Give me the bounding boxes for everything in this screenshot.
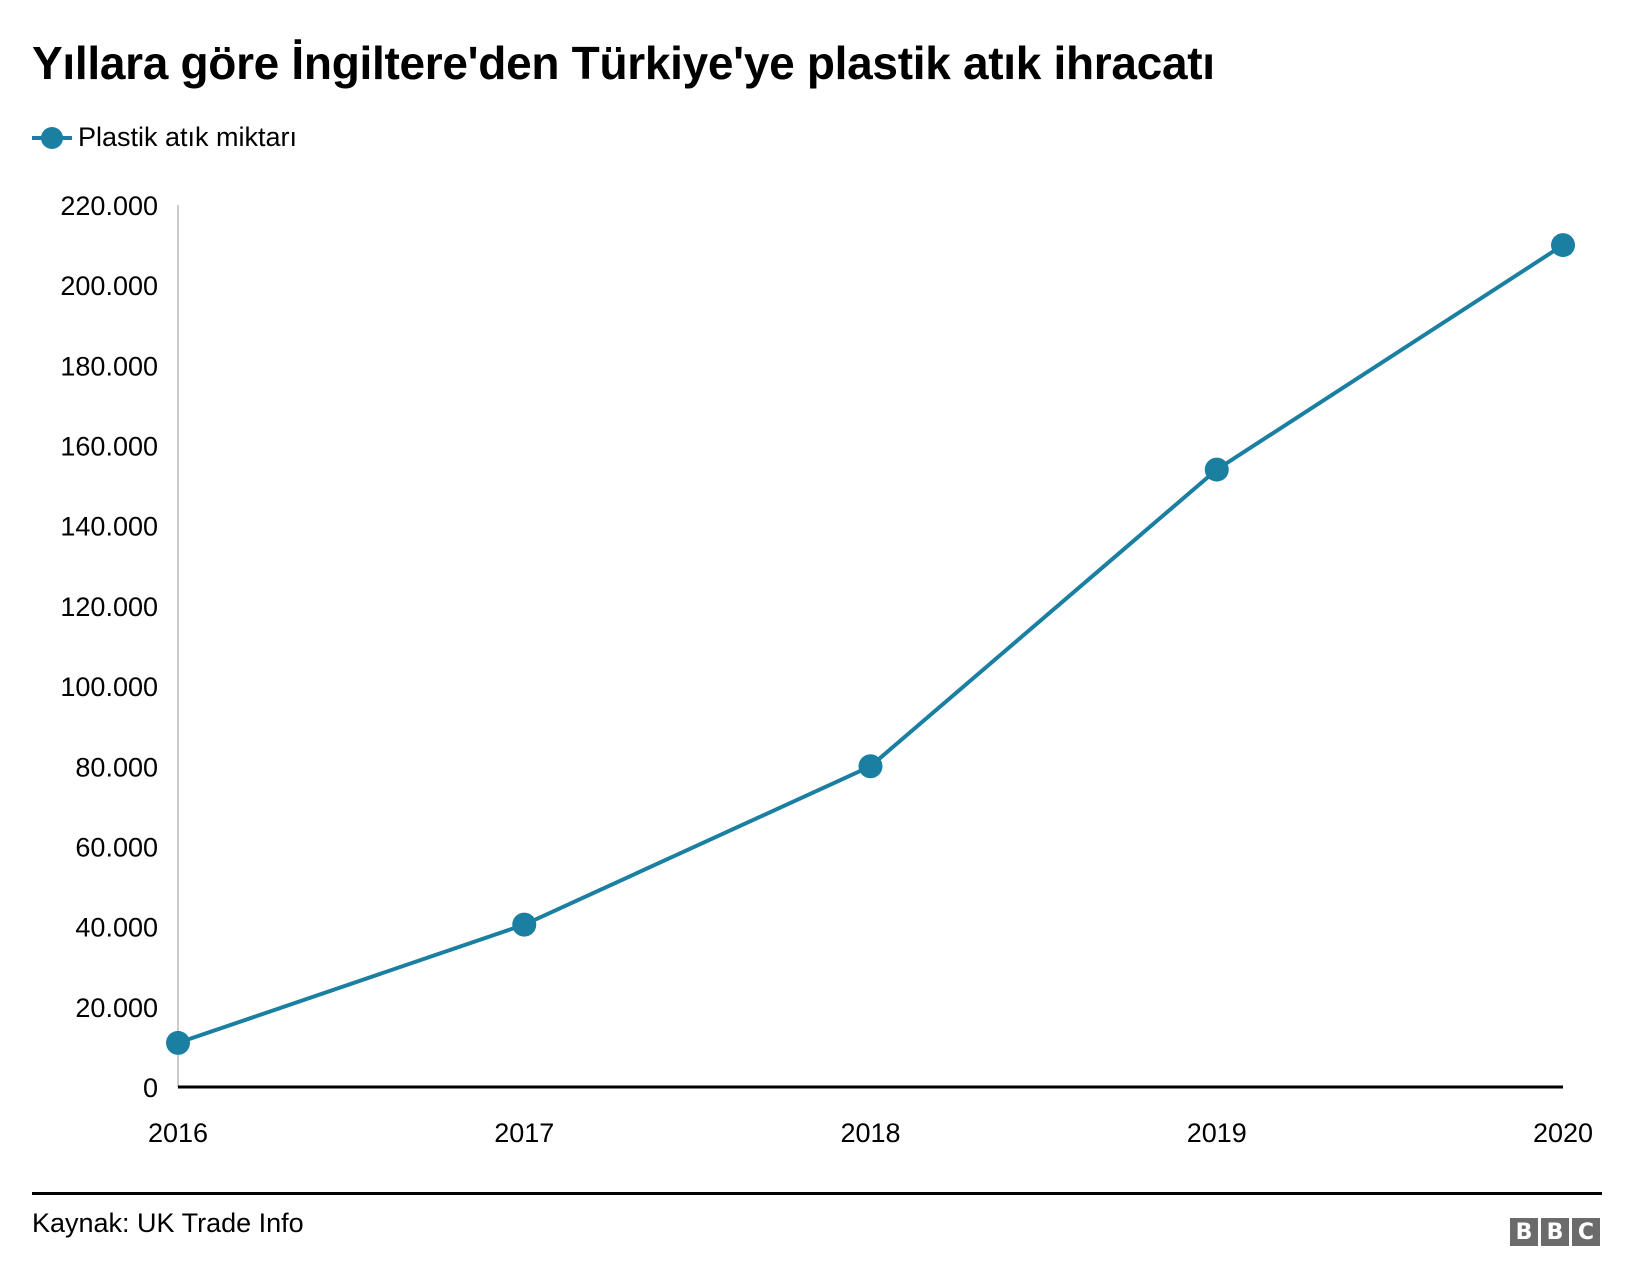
data-point [166, 1030, 190, 1055]
y-tick-label: 120.000 [60, 592, 158, 622]
y-tick-label: 60.000 [75, 832, 158, 862]
y-tick-label: 20.000 [75, 993, 158, 1023]
legend-label: Plastik atık miktarı [78, 122, 298, 152]
chart-title: Yıllara göre İngiltere'den Türkiye'ye pl… [32, 37, 1215, 89]
y-tick-label: 80.000 [75, 752, 158, 782]
y-tick-label: 200.000 [60, 271, 158, 301]
y-tick-label: 160.000 [60, 432, 158, 462]
bbc-logo: B B C [1510, 1218, 1600, 1246]
y-tick-label: 180.000 [60, 351, 158, 381]
y-tick-label: 40.000 [75, 913, 158, 943]
bbc-logo-letter: C [1572, 1218, 1600, 1246]
bbc-logo-letter: B [1510, 1218, 1538, 1246]
legend: Plastik atık miktarı [32, 122, 297, 153]
x-tick-label: 2020 [1533, 1118, 1593, 1148]
x-tick-label: 2017 [494, 1118, 554, 1148]
y-tick-label: 220.000 [60, 191, 158, 221]
x-tick-label: 2019 [1187, 1118, 1247, 1148]
data-point [512, 912, 537, 937]
data-point [1551, 233, 1575, 258]
series-line [177, 243, 1565, 1045]
line-chart: 0 20.000 40.000 60.000 80.000 100.000 120.000 1… [60, 191, 1593, 1148]
y-tick-label: 100.000 [60, 672, 158, 702]
y-axis-ticks: 0 20.000 40.000 60.000 80.000 100.000 120.000 1… [60, 191, 158, 1103]
x-axis-ticks: 2016 2017 2018 2019 2020 [148, 1118, 1593, 1148]
legend-marker-icon [32, 126, 72, 149]
source-note: Kaynak: UK Trade Info [32, 1208, 304, 1238]
data-point [858, 754, 883, 779]
x-tick-label: 2016 [148, 1118, 208, 1148]
footer-divider [32, 1192, 1602, 1195]
x-tick-label: 2018 [840, 1118, 900, 1148]
y-tick-label: 140.000 [60, 512, 158, 542]
data-point [1204, 457, 1229, 482]
y-tick-label: 0 [143, 1073, 158, 1103]
series-points [166, 233, 1575, 1055]
bbc-logo-letter: B [1541, 1218, 1569, 1246]
